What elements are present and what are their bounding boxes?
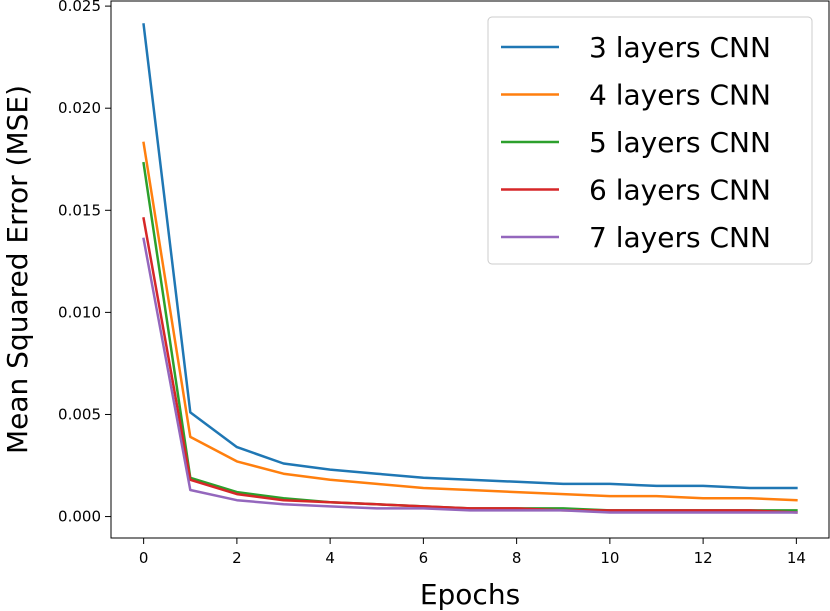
y-tick-label: 0.025: [58, 0, 101, 15]
series-line-7-layers: [142, 237, 798, 514]
y-tick-label: 0.010: [58, 303, 101, 321]
x-tick-label: 14: [787, 549, 806, 567]
x-axis-title: Epochs: [420, 578, 520, 611]
x-tick-label: 12: [694, 549, 713, 567]
legend-entry-label: 3 layers CNN: [589, 31, 771, 64]
legend: 3 layers CNN 4 layers CNN 5 layers CNN 6 la…: [487, 16, 813, 265]
plot-lines: [142, 23, 798, 514]
legend-entry-label: 4 layers CNN: [589, 79, 771, 112]
legend-entry-label: 5 layers CNN: [589, 126, 771, 159]
series-line-6-layers: [142, 217, 798, 514]
x-tick-label: 2: [232, 549, 242, 567]
x-tick-label: 10: [600, 549, 619, 567]
x-tick-label: 6: [419, 549, 429, 567]
y-axis-ticks: 0.000 0.005 0.010 0.015 0.020 0.025: [58, 0, 111, 526]
x-tick-label: 8: [512, 549, 522, 567]
legend-entry-label: 6 layers CNN: [589, 174, 771, 207]
series-line-4-layers: [142, 141, 798, 502]
plot-frame: [110, 0, 830, 539]
x-tick-label: 4: [325, 549, 335, 567]
y-tick-label: 0.005: [58, 405, 101, 423]
y-tick-label: 0.020: [58, 99, 101, 117]
x-tick-label: 0: [139, 549, 149, 567]
y-axis-title: Mean Squared Error (MSE): [1, 85, 34, 454]
y-tick-label: 0.000: [58, 508, 101, 526]
legend-entry-label: 7 layers CNN: [589, 221, 771, 254]
series-line-3-layers: [142, 23, 798, 490]
x-axis-ticks: 0 2 4 6 8 10 12 14: [139, 538, 806, 567]
y-tick-label: 0.015: [58, 201, 101, 219]
legend-box: [487, 16, 813, 265]
